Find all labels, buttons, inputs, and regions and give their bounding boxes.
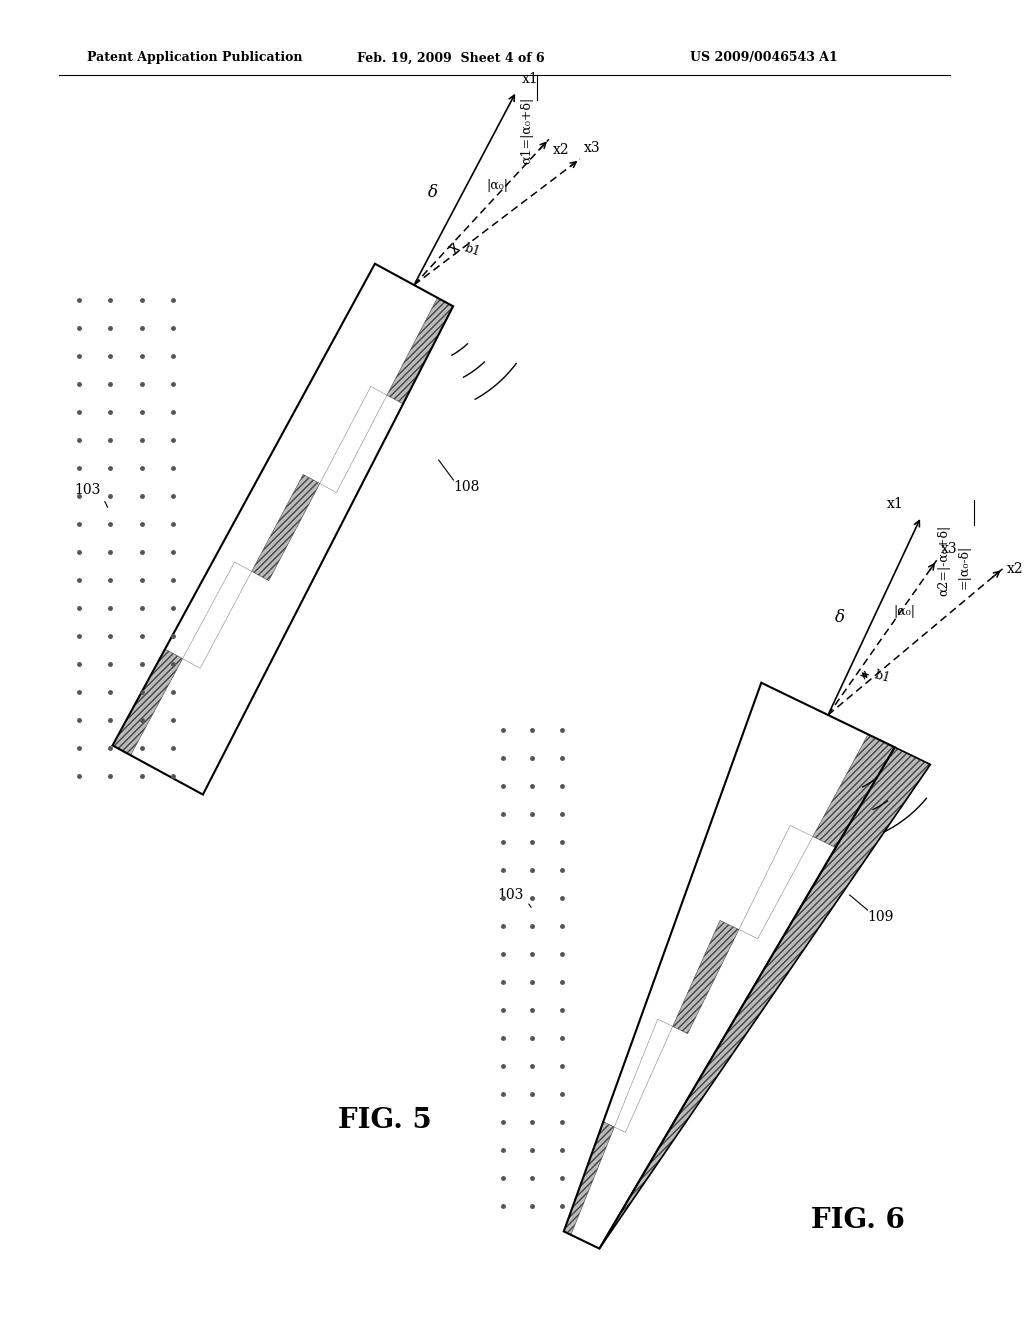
Text: US 2009/0046543 A1: US 2009/0046543 A1 <box>690 51 838 65</box>
Polygon shape <box>673 920 739 1034</box>
Text: x2: x2 <box>1007 561 1023 576</box>
Text: δ: δ <box>835 610 845 627</box>
Polygon shape <box>182 562 252 668</box>
Polygon shape <box>599 747 931 1249</box>
Text: |α₀|: |α₀| <box>893 605 914 618</box>
Polygon shape <box>813 734 895 847</box>
Text: FIG. 6: FIG. 6 <box>811 1206 904 1233</box>
Text: 103: 103 <box>74 483 108 507</box>
Text: |α₀|: |α₀| <box>486 178 509 191</box>
Text: x1: x1 <box>887 498 903 511</box>
Text: x2: x2 <box>553 143 569 157</box>
Polygon shape <box>113 649 182 755</box>
Text: x1: x1 <box>521 73 539 86</box>
Polygon shape <box>319 387 387 492</box>
Text: α2=|-α₀+δ|: α2=|-α₀+δ| <box>938 524 951 595</box>
Polygon shape <box>387 298 453 404</box>
Text: Feb. 19, 2009  Sheet 4 of 6: Feb. 19, 2009 Sheet 4 of 6 <box>356 51 545 65</box>
Text: =|α₀-δ|: =|α₀-δ| <box>957 545 971 589</box>
Text: δ: δ <box>428 183 437 201</box>
Text: α1=|α₀+δ|: α1=|α₀+δ| <box>521 96 534 164</box>
Text: x3: x3 <box>584 141 600 156</box>
Text: 103: 103 <box>498 888 531 908</box>
Text: 109: 109 <box>867 909 894 924</box>
Text: FIG. 5: FIG. 5 <box>338 1106 431 1134</box>
Text: 108: 108 <box>454 480 480 494</box>
Polygon shape <box>614 1019 673 1133</box>
Text: Patent Application Publication: Patent Application Publication <box>87 51 302 65</box>
Polygon shape <box>252 474 319 581</box>
Text: b1: b1 <box>872 669 892 685</box>
Polygon shape <box>739 825 813 939</box>
Text: b1: b1 <box>462 242 481 259</box>
Polygon shape <box>564 1122 614 1234</box>
Text: x3: x3 <box>941 543 957 556</box>
